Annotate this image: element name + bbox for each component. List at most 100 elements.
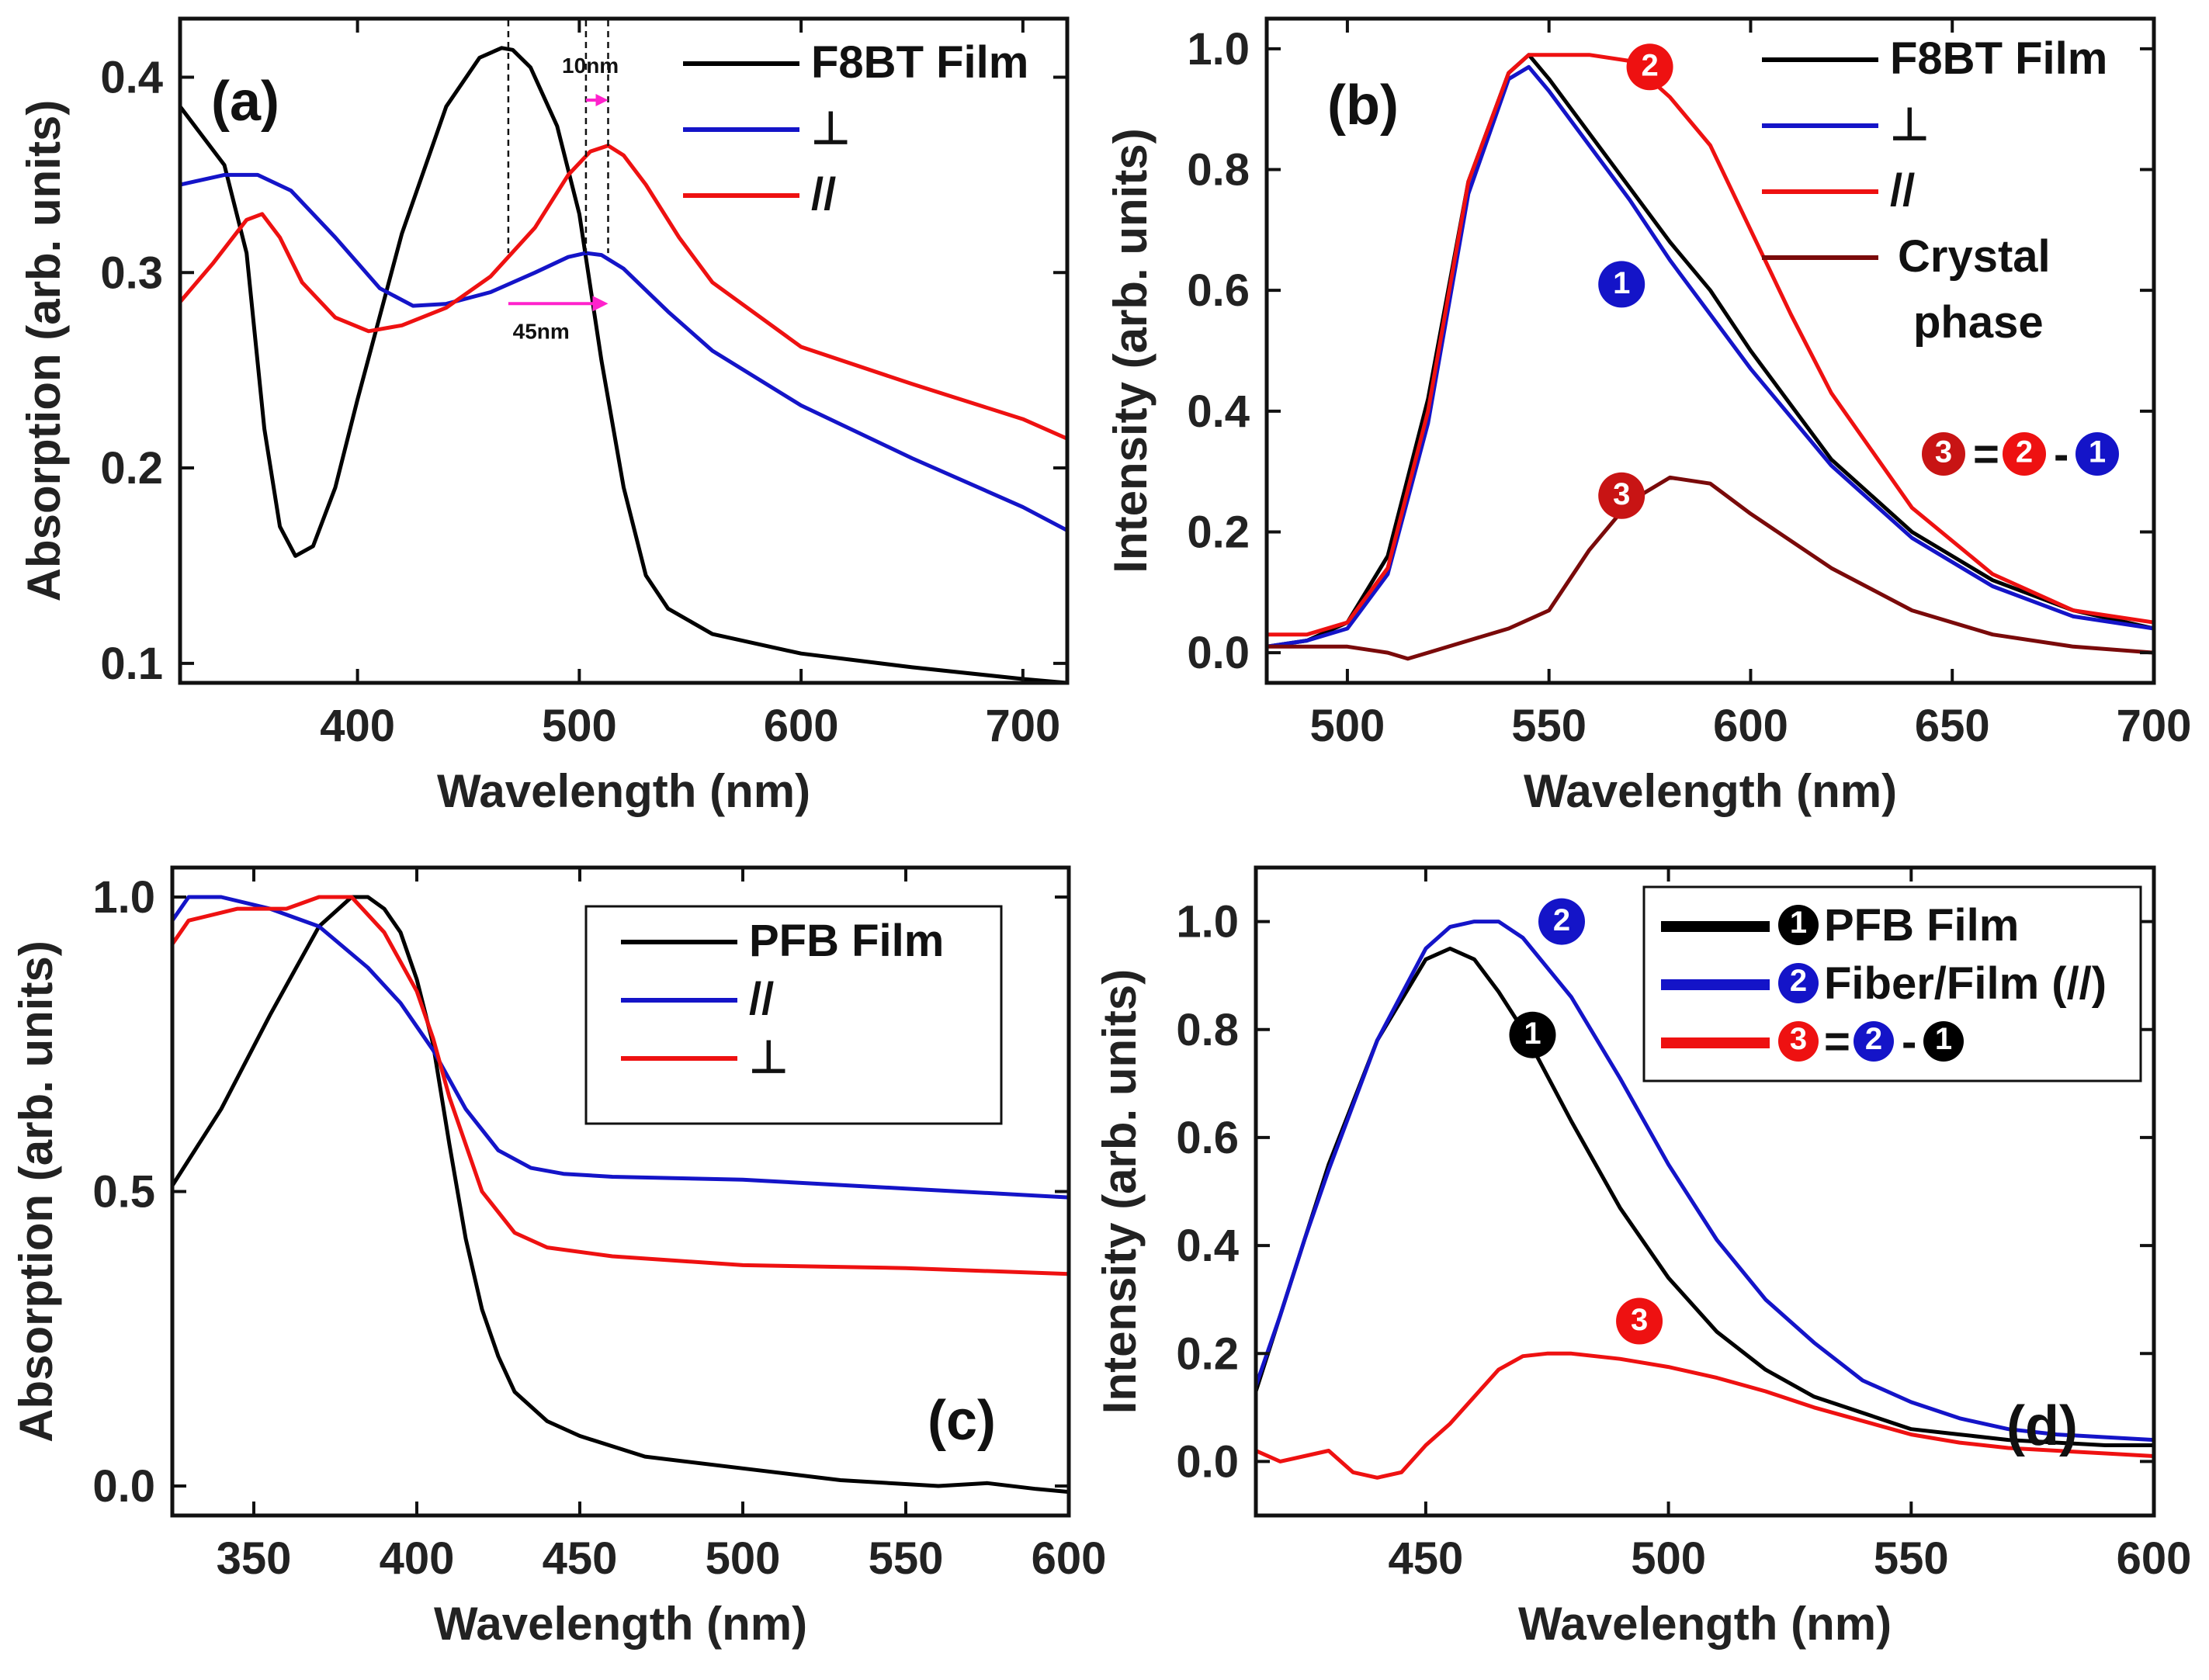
- y-axis-title-a: Absorption (arb. units): [18, 100, 70, 602]
- panel-label-b: (b): [1327, 74, 1399, 137]
- x-tick-label-d-1: 500: [1631, 1533, 1706, 1584]
- legend-badge-d-2-circle: [1778, 1021, 1819, 1062]
- legend-label-c-0: PFB Film: [749, 916, 944, 966]
- y-tick-label-d-4: 0.8: [1176, 1005, 1239, 1055]
- series-line-d-2: [1256, 1351, 2154, 1480]
- curve-badge-b-2: 3: [1598, 472, 1645, 519]
- y-tick-label-d-0: 0.0: [1176, 1436, 1239, 1487]
- legend-label-b-1: ⊥: [1890, 99, 1930, 150]
- equation-badge-0: 3: [1922, 432, 1965, 476]
- curve-badge-b-0: 2: [1626, 43, 1673, 91]
- x-tick-label-a-3: 700: [985, 701, 1060, 751]
- y-tick-label-b-4: 0.8: [1187, 145, 1250, 196]
- legend-eq-badge-2-circle: [1923, 1021, 1964, 1062]
- legend-badge-d-0-number: 1: [1790, 906, 1807, 940]
- x-axis-title-d: Wavelength (nm): [1518, 1598, 1892, 1650]
- x-tick-label-b-3: 650: [1915, 701, 1990, 751]
- legend-badge-d-2: 3: [1778, 1021, 1819, 1062]
- x-tick-label-c-1: 400: [380, 1533, 455, 1584]
- series-line-a-2: [180, 144, 1067, 441]
- series-line-c-1: [172, 895, 1069, 1200]
- series-line-a-0: [180, 46, 1067, 683]
- legend-item-b-0: F8BT Film: [1762, 33, 2107, 84]
- series-line-b-3: [1267, 475, 2154, 661]
- legend-item-d-1: 2 Fiber/Film (//): [1661, 958, 2107, 1009]
- panel-b: 500 550 600 650 700 0.0 0.2 0.4 0.6 0.8 1.0 Wavelen…: [1104, 16, 2192, 817]
- panel-label-a: (a): [211, 71, 279, 133]
- legend-item-c-2: ⊥: [621, 1032, 789, 1082]
- curve-badge-d-1-number: 1: [1524, 1017, 1541, 1051]
- shift-annotations: 10nm 45nm: [507, 20, 619, 343]
- panel-c: 350 400 450 500 550 600 0.0 0.5 1.0 Wavelength (n…: [10, 865, 1107, 1650]
- series-line-b-2: [1267, 53, 2154, 637]
- curve-badge-d-0-circle: [1538, 898, 1586, 945]
- equation-badge-2: 2: [2003, 432, 2046, 476]
- x-axis-title-a: Wavelength (nm): [437, 765, 810, 817]
- x-tick-label-b-1: 550: [1511, 701, 1587, 751]
- equation-b: 3 = 2-1: [1922, 429, 2119, 480]
- x-tick-label-a-0: 400: [320, 701, 395, 751]
- y-tick-label-b-3: 0.6: [1187, 265, 1250, 316]
- y-tick-label-a-0: 0.1: [100, 639, 163, 689]
- legend-item-a-0: F8BT Film: [683, 37, 1028, 88]
- series-line-c-2: [172, 895, 1069, 1276]
- legend-label-c-1: //: [749, 974, 774, 1024]
- equation-badge-0-number: 3: [1935, 435, 1952, 469]
- legend-eq-badge-0-circle: [1854, 1021, 1894, 1062]
- legend-badge-d-0-circle: [1778, 905, 1819, 945]
- legend-label-d-2: =: [1824, 1017, 1850, 1067]
- shift-arrowhead-45nm: [592, 296, 609, 312]
- shift-label-45nm: 45nm: [513, 319, 570, 343]
- legend-label-a-2: //: [811, 169, 836, 220]
- y-tick-label-c-0: 0.0: [92, 1461, 155, 1512]
- y-axis-title-d: Intensity (arb. units): [1094, 969, 1146, 1414]
- curve-badge-d-2: 3: [1616, 1297, 1663, 1345]
- legend-eq-badge-2-number: 1: [1935, 1022, 1952, 1056]
- curve-badge-d-1: 1: [1509, 1011, 1556, 1058]
- legend-label-c-2: ⊥: [749, 1032, 789, 1082]
- legend-label-a-0: F8BT Film: [811, 37, 1028, 88]
- shift-label-10nm: 10nm: [562, 54, 619, 78]
- curve-badge-d-2-number: 3: [1631, 1303, 1648, 1337]
- legend-badge-d-2-number: 3: [1790, 1022, 1807, 1056]
- y-tick-label-b-1: 0.2: [1187, 507, 1250, 557]
- y-tick-label-b-0: 0.0: [1187, 628, 1250, 678]
- equation-badge-2-number: 2: [2016, 435, 2033, 469]
- legend-item-a-1: ⊥: [683, 103, 851, 154]
- legend-eq-badge-0: 2: [1854, 1021, 1894, 1062]
- curve-badge-b-1-number: 1: [1613, 266, 1630, 300]
- plot-frame-a: [178, 16, 1070, 685]
- x-tick-label-b-4: 700: [2117, 701, 2192, 751]
- legend-item-d-2: 3 = 2-1: [1661, 1017, 1964, 1067]
- equation-badge-2-circle: [2003, 432, 2046, 476]
- curve-badge-b-0-number: 2: [1641, 49, 1658, 83]
- curve-badge-b-0-circle: [1626, 43, 1673, 91]
- x-tick-label-a-2: 600: [764, 701, 839, 751]
- equation-op-1: =: [1973, 429, 1999, 480]
- y-tick-label-d-3: 0.6: [1176, 1113, 1239, 1163]
- shift-arrowhead-10nm: [595, 94, 609, 106]
- equation-badge-0-circle: [1922, 432, 1965, 476]
- equation-badge-4: 1: [2075, 432, 2119, 476]
- x-axis-title-b: Wavelength (nm): [1524, 765, 1897, 817]
- legend-label-b-0: F8BT Film: [1890, 33, 2107, 84]
- legend-item-b-2: //: [1762, 165, 1915, 216]
- x-tick-label-c-5: 600: [1032, 1533, 1107, 1584]
- x-tick-label-a-1: 500: [542, 701, 617, 751]
- y-tick-label-b-5: 1.0: [1187, 24, 1250, 74]
- legend-badge-d-1: 2: [1778, 963, 1819, 1003]
- y-tick-label-a-1: 0.2: [100, 443, 163, 494]
- curve-badge-b-1: 1: [1598, 261, 1645, 308]
- plot-frame-b: [1264, 16, 2156, 685]
- y-tick-label-d-1: 0.2: [1176, 1328, 1239, 1379]
- series-line-c-0: [172, 895, 1069, 1495]
- panel-label-d: (d): [2006, 1395, 2078, 1457]
- x-tick-label-c-0: 350: [217, 1533, 292, 1584]
- panel-d: 450 500 550 600 0.0 0.2 0.4 0.6 0.8 1.0 Wavelength…: [1094, 865, 2191, 1650]
- curve-badge-d-0: 2: [1538, 898, 1586, 945]
- legend-label-line2-b-3: phase: [1913, 297, 2044, 348]
- x-tick-label-c-4: 550: [869, 1533, 944, 1584]
- curve-badge-b-1-circle: [1598, 261, 1645, 308]
- x-tick-label-c-3: 500: [706, 1533, 781, 1584]
